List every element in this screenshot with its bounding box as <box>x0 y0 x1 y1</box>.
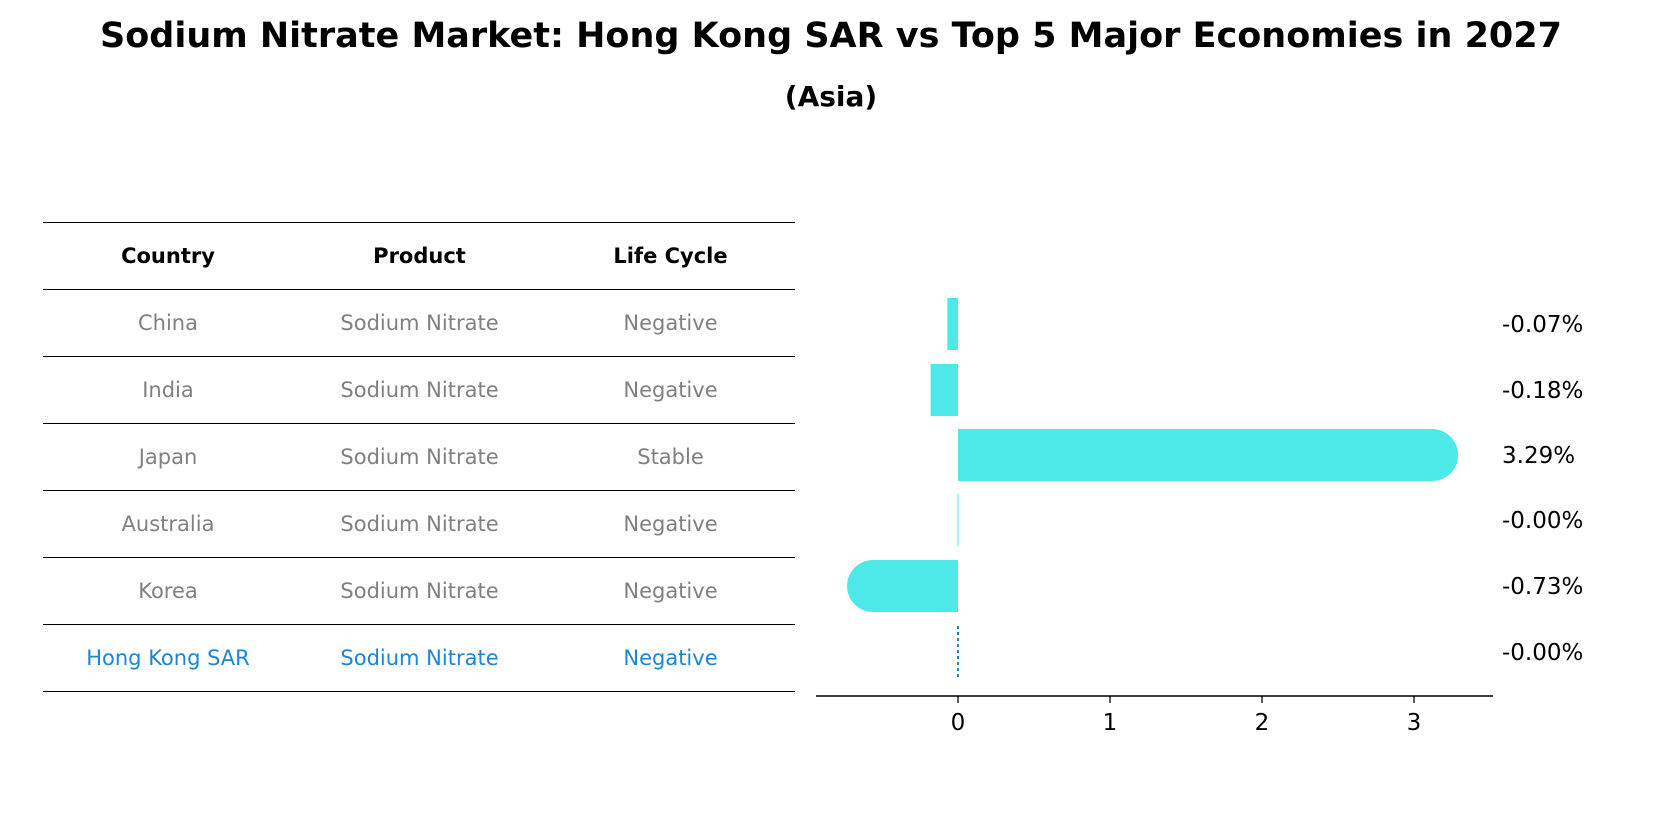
cell-product: Sodium Nitrate <box>293 289 546 357</box>
bar-japan <box>958 429 1459 481</box>
chart-title: Sodium Nitrate Market: Hong Kong SAR vs … <box>100 16 1562 56</box>
x-tick-label: 3 <box>1407 710 1422 736</box>
cell-life-cycle: Negative <box>546 289 795 357</box>
data-table: Country Product Life Cycle China Sodium … <box>43 222 795 692</box>
cell-life-cycle: Negative <box>546 490 795 558</box>
table-row: China Sodium Nitrate Negative <box>43 289 795 357</box>
table-row: Japan Sodium Nitrate Stable <box>43 423 795 491</box>
x-tick-label: 1 <box>1103 710 1118 736</box>
x-tick-label: 2 <box>1255 710 1270 736</box>
cell-country: Japan <box>43 423 293 491</box>
cell-country: China <box>43 289 293 357</box>
cell-life-cycle: Negative <box>546 557 795 625</box>
x-tick-label: 0 <box>951 710 966 736</box>
table-header-row: Country Product Life Cycle <box>43 222 795 290</box>
header-product: Product <box>293 222 546 290</box>
value-label: -0.00% <box>1502 508 1583 534</box>
table-row-highlighted: Hong Kong SAR Sodium Nitrate Negative <box>43 624 795 692</box>
table-row: Australia Sodium Nitrate Negative <box>43 490 795 558</box>
cell-country: Australia <box>43 490 293 558</box>
cell-product: Sodium Nitrate <box>293 624 546 692</box>
value-label: -0.07% <box>1502 312 1583 338</box>
header-country: Country <box>43 222 293 290</box>
bar-australia <box>957 494 959 546</box>
cell-country: India <box>43 356 293 424</box>
cell-product: Sodium Nitrate <box>293 557 546 625</box>
table-row: Korea Sodium Nitrate Negative <box>43 557 795 625</box>
chart-subtitle: (Asia) <box>784 80 878 113</box>
cell-life-cycle: Negative <box>546 624 795 692</box>
cell-country: Korea <box>43 557 293 625</box>
value-label: -0.00% <box>1502 640 1583 666</box>
table-row: India Sodium Nitrate Negative <box>43 356 795 424</box>
cell-life-cycle: Stable <box>546 423 795 491</box>
header-life-cycle: Life Cycle <box>546 222 795 290</box>
bar-china <box>947 298 958 350</box>
bar-korea <box>847 560 958 612</box>
cell-country: Hong Kong SAR <box>43 624 293 692</box>
value-label: 3.29% <box>1502 443 1575 469</box>
life-cycle-table: Country Product Life Cycle China Sodium … <box>43 222 795 692</box>
value-label: -0.73% <box>1502 574 1583 600</box>
cell-product: Sodium Nitrate <box>293 490 546 558</box>
bar-india <box>930 364 958 416</box>
value-label: -0.18% <box>1502 378 1583 404</box>
cell-product: Sodium Nitrate <box>293 423 546 491</box>
cell-product: Sodium Nitrate <box>293 356 546 424</box>
